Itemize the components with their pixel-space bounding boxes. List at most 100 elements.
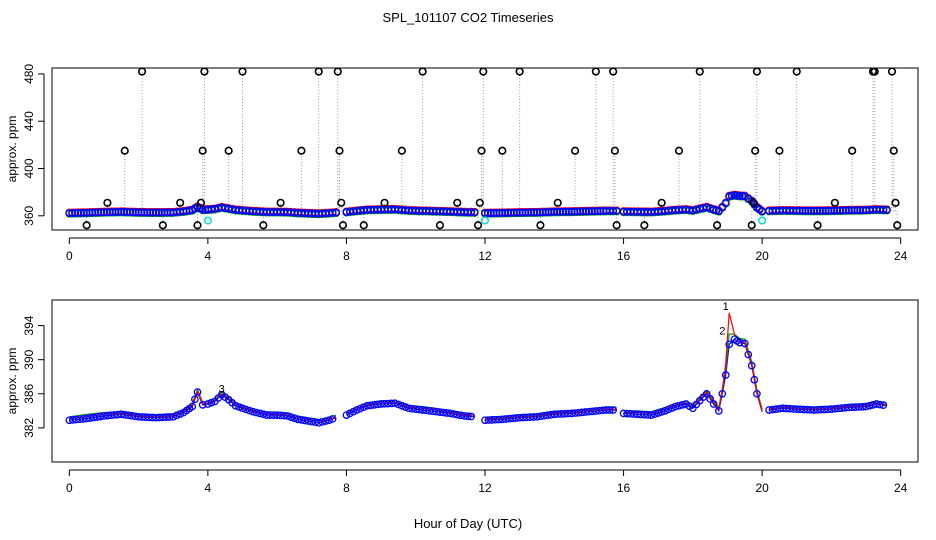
outlier-point [747,221,756,230]
outlier-point [792,67,801,76]
top-x-tick-label: 4 [205,249,212,263]
top-data-point [131,208,140,217]
bottom-data-point [744,350,753,359]
outlier-point [887,67,897,76]
top-x-tick-label: 20 [755,249,769,263]
outlier-point [498,146,507,155]
bottom-data-point [283,412,292,420]
outlier-point [193,221,202,230]
bottom-data-point [664,405,673,414]
bottom-data-point [307,417,316,426]
bottom-data-point [204,400,212,408]
outlier-point [120,146,129,155]
top-data-point [836,206,845,215]
bottom-x-tick-label: 8 [343,481,350,495]
series-label-blue: 3 [219,384,225,396]
bottom-data-point [533,412,541,421]
top-data-point [827,206,836,215]
top-x-tick-label: 8 [343,249,350,263]
outlier-point [751,146,760,155]
top-data-point [114,207,123,216]
bottom-data-point [714,406,723,415]
bottom-data-point [86,414,94,422]
bottom-data-point [321,417,330,425]
bottom-data-point [127,411,136,420]
top-data-point [847,206,856,215]
top-data-point [593,207,602,216]
outlier-point [176,198,185,207]
bottom-data-point [387,399,396,408]
bottom-data-point [702,389,711,398]
top-data-point [544,208,553,216]
top-data-point [492,209,501,217]
top-data-point [489,209,498,218]
outlier-point [224,146,233,155]
top-data-point [512,208,521,217]
top-data-point [120,207,129,216]
bottom-data-point [290,414,299,423]
bottom-data-point [753,389,761,398]
top-data-point [518,208,527,217]
bottom-data-point [231,401,240,410]
top-x-tick-label: 12 [478,249,492,263]
top-data-point [85,208,94,217]
bottom-data-point [318,418,327,426]
top-data-point [498,209,507,217]
bottom-data-point [668,404,676,412]
bottom-data-point [245,406,254,415]
top-data-point [590,207,599,216]
bottom-data-point [82,414,91,423]
outlier-point [276,198,285,207]
bottom-data-point [352,406,361,414]
outlier-point [752,67,762,76]
top-data-point [157,208,166,217]
bottom-data-point [193,388,202,396]
top-x-tick-label: 24 [894,249,908,263]
bottom-data-point [540,411,548,420]
top-data-point [550,207,559,216]
top-marks [65,67,902,230]
top-data-point [481,209,489,218]
bottom-data-point [356,404,365,413]
bottom-data-point [252,408,261,417]
outlier-point [200,67,209,76]
top-data-point [564,207,573,216]
series-label-green: 2 [719,326,725,338]
bottom-data-point [172,411,181,420]
outlier-point [889,146,898,155]
outlier-point [712,221,722,230]
top-panel: approx. ppm 0 4 8 12 16 20 24 360 400 440 480 [5,64,919,263]
top-data-point [160,208,169,217]
top-data-point [721,199,730,208]
top-data-point [882,205,891,214]
top-data-point [504,208,513,217]
outlier-point [479,67,488,76]
bottom-data-point [862,402,870,411]
bottom-data-point [647,411,656,419]
cyan-point [758,216,767,225]
bottom-y-tick-label: 386 [22,383,36,403]
top-data-point [328,208,337,217]
bottom-data-point [328,415,337,423]
chart-title: SPL_101107 CO2 Timeseries [382,10,554,25]
bottom-data-point [280,411,288,420]
top-data-point [879,205,888,214]
top-y-tick-label: 400 [22,158,36,178]
bottom-data-point [401,403,410,411]
bottom-data-point [165,413,174,421]
outlier-point [475,198,484,207]
top-data-point [530,208,539,217]
outlier-point [158,221,167,230]
x-axis-label: Hour of Day (UTC) [414,516,522,531]
top-data-point [570,207,579,216]
top-data-point [507,208,515,217]
bottom-data-point [446,409,455,418]
outlier-point [891,198,900,207]
bottom-data-point [605,406,614,414]
bottom-data-point [609,406,618,414]
top-data-point [134,208,143,217]
top-data-point [111,208,120,216]
top-data-point [97,208,106,217]
bottom-data-point [359,403,368,411]
